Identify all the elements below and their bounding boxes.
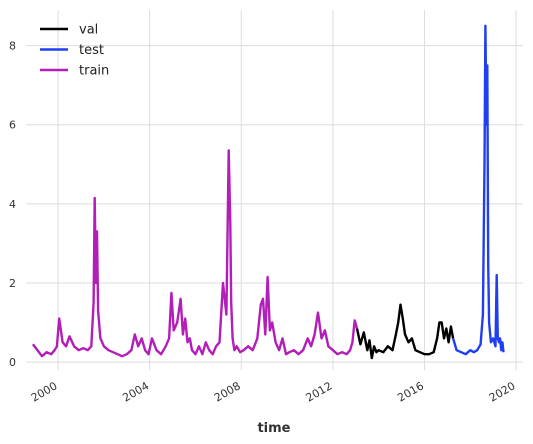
- x-tick-label: 2008: [212, 379, 243, 404]
- x-tick-label: 2000: [29, 379, 60, 404]
- x-axis-title: time: [257, 421, 290, 436]
- legend-label-train: train: [79, 64, 109, 79]
- series-line-val: [355, 303, 455, 360]
- x-tick-label: 2004: [120, 379, 151, 404]
- series-line-test: [451, 24, 505, 356]
- y-tick-label: 2: [9, 277, 16, 290]
- y-tick-label: 8: [9, 40, 16, 53]
- x-tick-label: 2016: [395, 379, 426, 404]
- y-tick-label: 0: [9, 356, 16, 369]
- y-tick-label: 4: [9, 198, 16, 211]
- grid: [26, 10, 523, 370]
- legend: val test train: [40, 23, 109, 79]
- series-lines: [31, 24, 505, 360]
- x-tick-labels: 2000 2004 2008 2012 2016 2020: [29, 379, 518, 404]
- y-tick-label: 6: [9, 119, 16, 132]
- x-tick-label: 2020: [487, 379, 518, 404]
- series-line-train: [31, 149, 359, 358]
- x-tick-label: 2012: [304, 379, 335, 404]
- y-tick-labels: 0 2 4 6 8: [9, 40, 16, 369]
- legend-label-val: val: [79, 23, 98, 38]
- legend-label-test: test: [79, 43, 104, 58]
